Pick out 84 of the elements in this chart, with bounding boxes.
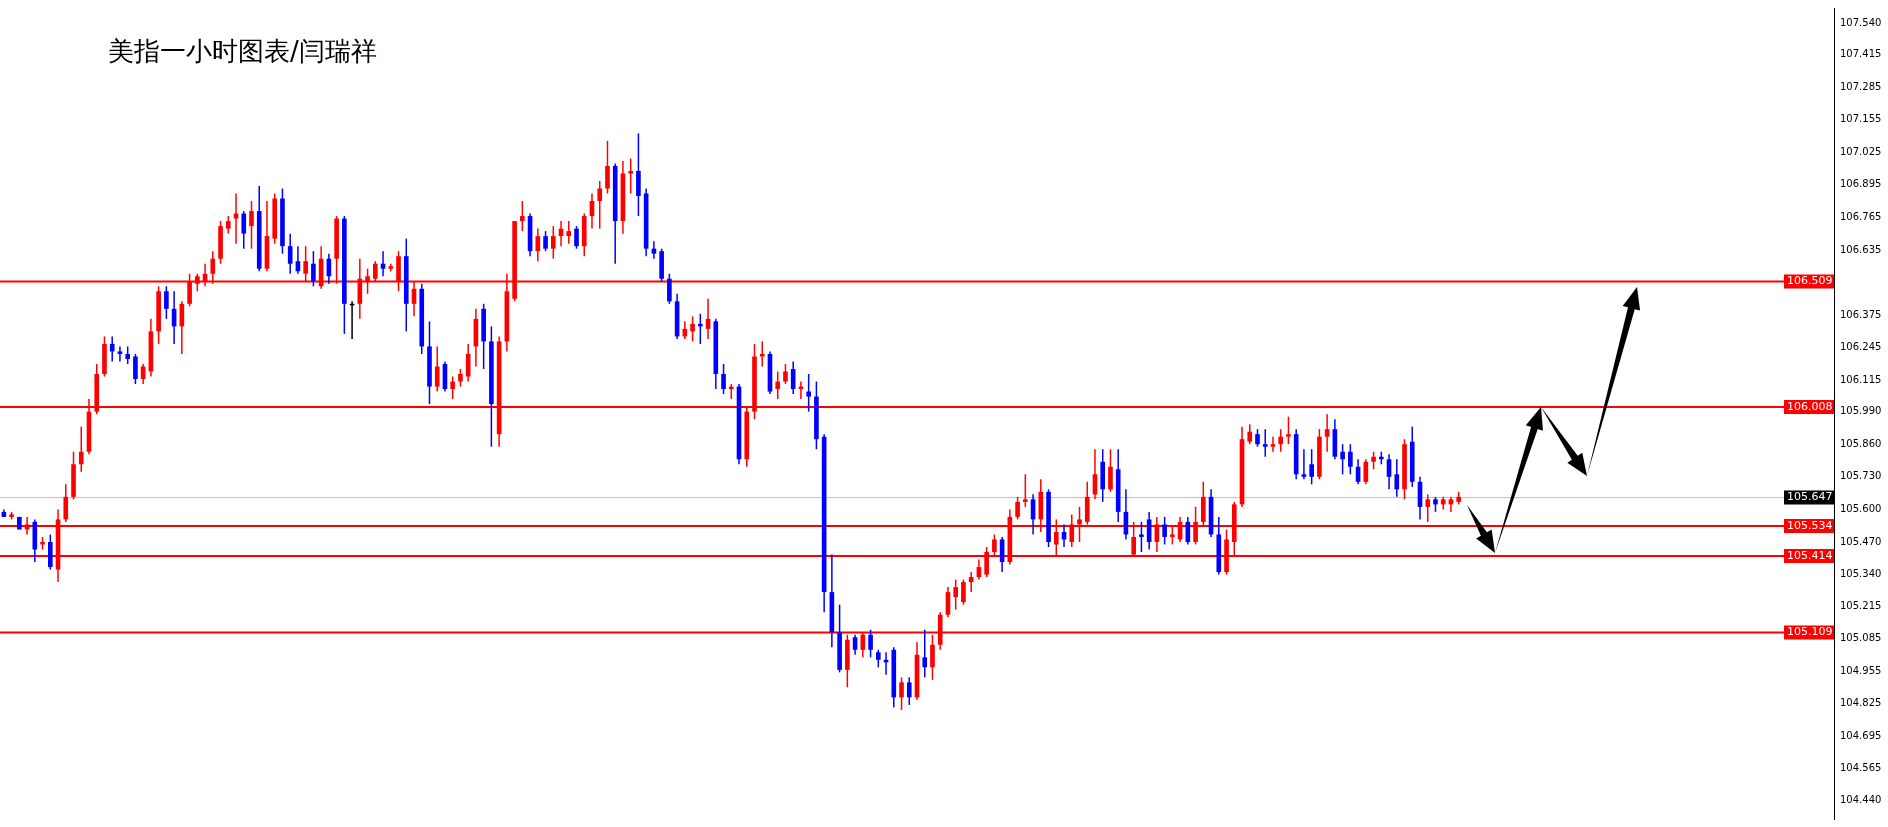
y-tick-label: 105.470	[1840, 535, 1882, 547]
y-tick-label: 105.340	[1840, 568, 1882, 580]
candlestick	[63, 483, 69, 523]
y-tick-label: 106.765	[1840, 210, 1882, 222]
text: 美指一小时图表/闫瑞祥	[108, 35, 377, 68]
candlestick	[78, 425, 84, 473]
candlestick	[906, 676, 912, 706]
candlestick	[1139, 521, 1144, 553]
candlestick	[249, 200, 254, 250]
y-tick-label: 105.860	[1840, 437, 1882, 449]
y-tick-label: 104.825	[1840, 697, 1882, 709]
candlestick	[1394, 458, 1400, 498]
candlestick	[109, 335, 115, 363]
y-tick-label: 106.245	[1840, 341, 1882, 353]
candlestick	[117, 345, 123, 363]
y-tick-label: 104.695	[1840, 729, 1882, 741]
ref-line-label: 105.109	[1787, 625, 1833, 639]
candlestick	[164, 285, 169, 320]
candlestick	[690, 315, 695, 343]
candlestick	[1015, 496, 1020, 521]
y-tick-label: 107.285	[1840, 80, 1882, 92]
candlestick	[1425, 493, 1431, 523]
candlestick	[1309, 448, 1314, 486]
y-tick-label: 107.155	[1840, 113, 1882, 125]
candlestick	[287, 232, 293, 275]
ref-line-label: 105.534	[1787, 518, 1833, 532]
candlestick	[1340, 443, 1345, 476]
candlestick	[520, 200, 525, 232]
candlestick	[1278, 428, 1284, 453]
candlestick	[899, 676, 904, 711]
candlestick	[434, 345, 440, 393]
candlestick	[953, 578, 959, 611]
y-tick-label: 107.540	[1840, 16, 1882, 28]
candlestick	[1286, 415, 1291, 445]
candlestick	[140, 363, 146, 385]
y-tick-label: 105.600	[1840, 502, 1882, 514]
candlestick	[574, 225, 579, 250]
candlestick	[721, 363, 726, 395]
candlestick	[1270, 435, 1276, 453]
candlestick	[1348, 443, 1353, 476]
ref-line-label: 106.008	[1787, 399, 1833, 413]
candlestick	[535, 227, 541, 262]
y-tick-label: 106.895	[1840, 178, 1882, 190]
y-tick-label: 105.990	[1840, 405, 1882, 417]
candlestick	[597, 180, 603, 230]
candlestick	[1247, 423, 1253, 445]
candlestick	[806, 373, 811, 413]
y-tick-label: 106.635	[1840, 243, 1882, 255]
candlestick	[311, 250, 316, 288]
candlestick	[566, 220, 572, 245]
candlestick	[1108, 448, 1113, 493]
candlestick	[450, 375, 456, 400]
candlestick	[783, 363, 788, 385]
y-tick-label: 106.115	[1840, 373, 1882, 385]
candlestick	[1262, 428, 1268, 458]
candlestick	[550, 225, 556, 260]
candlestick	[922, 628, 928, 679]
ref-line-label: 105.647	[1787, 490, 1833, 504]
candlestick	[961, 578, 966, 606]
candlestick	[852, 633, 858, 656]
candlestick	[241, 210, 247, 250]
candlestick	[775, 370, 781, 400]
candlestick	[605, 140, 610, 195]
y-tick-label: 104.440	[1840, 793, 1882, 805]
candlestick	[1301, 448, 1307, 481]
y-tick-label: 105.730	[1840, 470, 1882, 482]
y-tick-label: 107.025	[1840, 145, 1882, 157]
y-tick-label: 105.215	[1840, 599, 1882, 611]
y-tick-label: 107.415	[1840, 47, 1882, 59]
candlestick	[790, 360, 796, 395]
candlestick	[1162, 516, 1167, 546]
candlestick	[930, 633, 935, 681]
y-tick-label: 104.565	[1840, 762, 1882, 774]
candlestick	[868, 628, 873, 659]
candlestick	[667, 272, 672, 305]
y-tick-label: 104.955	[1840, 664, 1882, 676]
candlestick	[543, 230, 548, 252]
candlestick	[133, 353, 138, 385]
candlestick	[1324, 413, 1330, 453]
y-tick-label: 105.085	[1840, 632, 1882, 644]
ref-line-label: 106.509	[1787, 274, 1833, 288]
candlestick	[1023, 473, 1028, 508]
ref-line-label: 105.414	[1787, 548, 1833, 562]
y-tick-label: 106.375	[1840, 308, 1882, 320]
